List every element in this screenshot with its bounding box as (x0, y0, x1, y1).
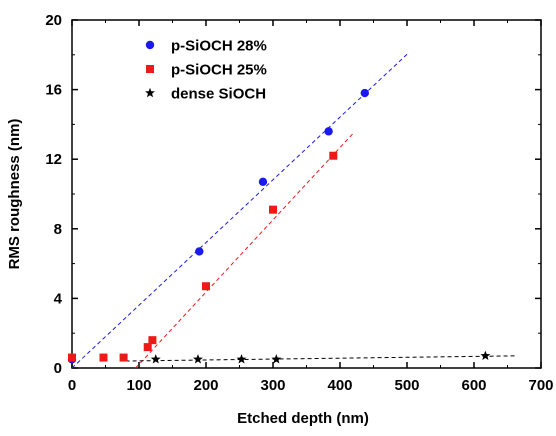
data-point (143, 343, 152, 352)
data-point (236, 354, 247, 364)
data-point (269, 205, 277, 214)
x-tick-label: 700 (528, 377, 553, 394)
legend-label: p-SiOCH 28% (171, 38, 267, 55)
data-point (329, 151, 338, 160)
axes: 0 100 200 300 400 500 600 700 0 4 8 12 16 20 (45, 12, 553, 394)
x-tick-label: 0 (68, 377, 76, 394)
data-point (480, 350, 491, 361)
legend: p-SiOCH 28% p-SiOCH 25% dense SiOCH (145, 38, 267, 103)
y-tick-label: 0 (54, 360, 62, 377)
y-tick-label: 8 (54, 221, 62, 238)
x-tick-label: 500 (394, 377, 419, 394)
data-point (324, 127, 333, 136)
data-point (148, 336, 157, 345)
trendline (135, 132, 354, 369)
x-tick-label: 200 (193, 377, 218, 394)
y-tick-label: 12 (45, 151, 62, 168)
legend-marker (146, 65, 154, 73)
data-point (271, 354, 282, 364)
x-axis-label: Etched depth (nm) (237, 410, 369, 427)
y-tick-label: 20 (45, 12, 62, 29)
data-point (99, 353, 108, 362)
y-tick-label: 16 (45, 82, 62, 99)
legend-label: p-SiOCH 25% (171, 62, 267, 79)
legend-label: dense SiOCH (171, 86, 266, 103)
data-point (150, 354, 161, 364)
data-point (193, 354, 203, 364)
trendline (125, 355, 518, 362)
y-axis-label: RMS roughness (nm) (6, 119, 23, 270)
x-tick-label: 300 (260, 377, 285, 394)
data-point (195, 247, 204, 256)
data-point (258, 177, 268, 187)
trendlines (71, 52, 518, 369)
legend-marker (145, 40, 155, 50)
data-point (119, 353, 128, 362)
plot-frame (71, 19, 542, 369)
data-point (360, 88, 369, 98)
x-tick-label: 600 (461, 377, 486, 394)
data-points (67, 88, 491, 364)
y-tick-label: 4 (54, 290, 63, 307)
x-tick-label: 100 (126, 377, 151, 394)
legend-marker (145, 87, 155, 98)
data-point (68, 353, 76, 362)
data-point (202, 282, 210, 291)
x-tick-label: 400 (327, 377, 352, 394)
